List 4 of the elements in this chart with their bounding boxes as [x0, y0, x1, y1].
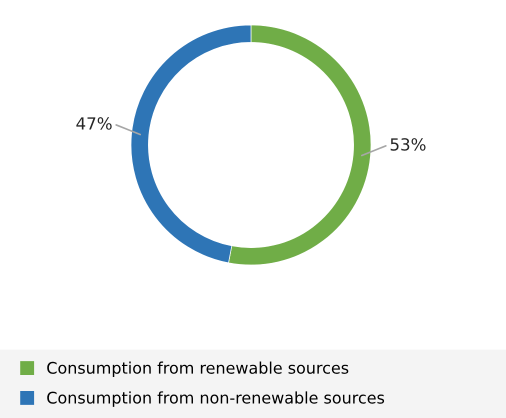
data-label: 53%: [390, 138, 426, 151]
data-label: 47%: [76, 117, 112, 130]
legend-label: Consumption from non-renewable sources: [47, 391, 384, 407]
legend-label: Consumption from renewable sources: [47, 362, 348, 377]
